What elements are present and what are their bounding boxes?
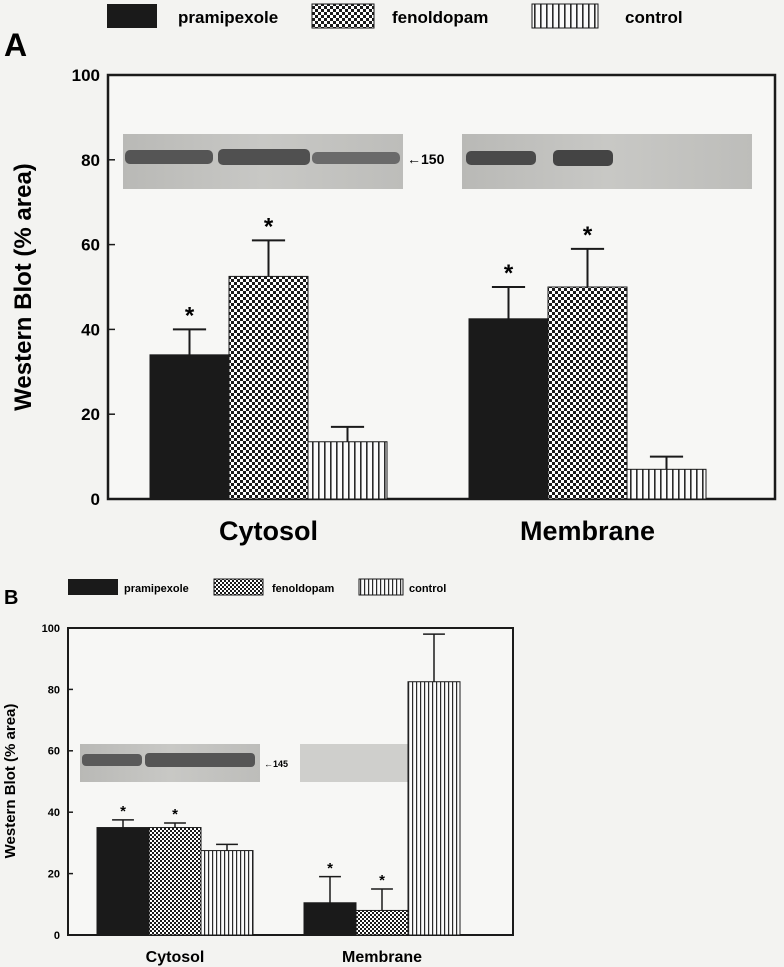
legend-label-pramipexole: pramipexole [124,583,189,595]
bar-pramipexole-cytosol [149,354,230,500]
x-category-label-cytosol-a: Cytosol [219,516,318,546]
legend-label-pramipexole: pramipexole [178,8,278,27]
y-tick-label: 20 [48,868,60,880]
bar-pramipexole-membrane [303,902,357,936]
panel-a: pramipexole fenoldopam control A Western… [4,3,777,546]
blot-image-b-cytosol [80,744,260,782]
panel-label-b: B [4,587,18,609]
bar-fenoldopam-cytosol [228,275,309,500]
panel-b: pramipexole fenoldopam control B Western… [2,578,514,966]
bar-pramipexole-membrane [468,318,549,500]
blot-image-a-cytosol [123,134,403,189]
legend-swatch-control [358,578,404,596]
bar-control-cytosol [200,850,254,936]
bar-control-cytosol [307,441,388,500]
x-category-label-membrane-a: Membrane [520,516,655,546]
bar-fenoldopam-membrane [355,909,409,936]
legend-label-control: control [409,583,446,595]
y-tick-label: 40 [81,320,100,339]
legend-swatch-pramipexole [107,4,157,28]
y-tick-label: 40 [48,807,60,819]
y-tick-label: 100 [42,623,60,635]
legend-swatch-fenoldopam [213,578,264,596]
y-tick-label: 60 [48,746,60,758]
significance-star-pramipexole-cytosol: * [120,803,126,820]
bar-pramipexole-cytosol [96,827,150,936]
y-axis-label-a: Western Blot (% area) [10,163,37,411]
significance-star-fenoldopam-cytosol: * [264,213,274,240]
legend-swatch-fenoldopam [311,3,375,29]
blot-label-b: ←145 [264,759,288,769]
bar-control-membrane [407,681,461,936]
significance-star-fenoldopam-membrane: * [583,222,593,249]
legend-swatch-control [531,3,599,29]
y-tick-label: 0 [54,930,60,942]
y-tick-label: 80 [81,151,100,170]
significance-star-fenoldopam-cytosol: * [172,806,178,823]
bar-fenoldopam-membrane [547,286,628,500]
y-tick-label: 80 [48,684,60,696]
panel-label-a: A [4,27,27,63]
significance-star-fenoldopam-membrane: * [379,872,385,889]
y-axis-label-b: Western Blot (% area) [2,704,19,859]
bar-control-membrane [626,468,707,500]
y-tick-label: 0 [91,490,100,509]
blot-label-a: ←150 [407,151,445,167]
x-category-label-membrane-b: Membrane [342,949,422,966]
significance-star-pramipexole-membrane: * [504,260,514,287]
significance-star-pramipexole-cytosol: * [185,302,195,329]
blot-image-a-membrane [462,134,752,189]
x-category-label-cytosol-b: Cytosol [146,949,205,966]
legend-label-fenoldopam: fenoldopam [272,583,335,595]
legend-label-control: control [625,8,683,27]
legend-label-fenoldopam: fenoldopam [392,8,488,27]
legend-b: pramipexole fenoldopam control [68,578,446,596]
y-tick-label: 60 [81,236,100,255]
legend-a: pramipexole fenoldopam control [107,3,683,29]
bar-fenoldopam-cytosol [148,827,202,936]
legend-swatch-pramipexole [68,579,118,595]
significance-star-pramipexole-membrane: * [327,860,333,877]
y-tick-label: 100 [72,66,100,85]
y-tick-label: 20 [81,405,100,424]
